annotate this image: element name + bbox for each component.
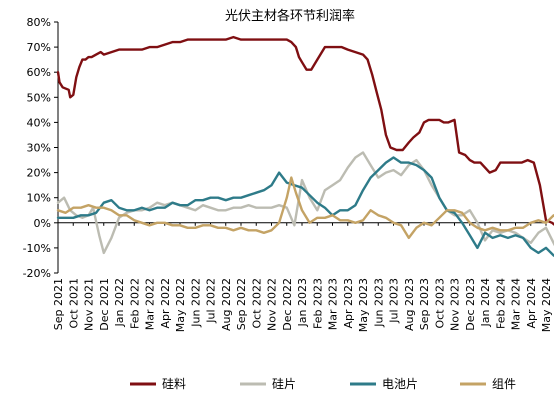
x-tick-label: Oct 2023 [433,278,446,329]
x-tick-label: Nov 2021 [83,278,96,331]
legend-label-2: 电池片 [382,377,418,391]
x-tick-label: Nov 2022 [266,278,279,331]
x-tick-label: May 2022 [174,278,187,332]
y-tick-label: 50% [27,91,51,104]
x-tick-label: Sep 2022 [235,278,248,330]
x-tick-label: Feb 2023 [311,278,324,329]
x-tick-label: Feb 2024 [494,278,507,329]
x-tick-label: Apr 2024 [525,278,538,329]
x-tick-label: Dec 2022 [281,278,294,331]
x-tick-label: Aug 2022 [220,278,233,331]
series-line-1 [56,151,554,255]
x-tick-label: Sep 2023 [418,278,431,330]
y-tick-label: -10% [23,242,51,255]
series-line-0 [56,35,554,226]
axes: -20% -10% 0% 10% 20% 30% 40% 50% 60% 70% 80% Sep 20… [23,16,553,332]
x-tick-label: May 2024 [540,278,553,332]
y-tick-label: 60% [27,66,51,79]
x-tick-label: Sep 2021 [52,278,65,330]
x-tick-label: Jul 2023 [388,278,401,324]
series-layer [56,35,554,258]
x-tick-label: Mar 2022 [144,278,157,330]
y-tick-label: -20% [23,267,51,280]
y-tick-label: 70% [27,41,51,54]
legend-label-0: 硅料 [162,377,186,391]
y-tick-label: 40% [27,116,51,129]
y-tick-label: 10% [27,192,51,205]
x-tick-label: Jun 2022 [189,278,202,328]
x-tick-label: Jan 2024 [479,278,492,327]
x-tick-label: Apr 2023 [342,278,355,329]
x-tick-label: Dec 2023 [464,278,477,331]
y-tick-label: 20% [27,167,51,180]
x-tick-label: Jan 2023 [296,278,309,327]
x-tick-label: Dec 2021 [98,278,111,331]
y-tick-label: 0% [34,217,51,230]
y-tick-label: 30% [27,142,51,155]
series-line-2 [56,156,554,258]
legend-label-1: 硅片 [272,377,296,391]
legend: 硅料 硅片 电池片 组件 [130,377,516,391]
series-line-3 [56,176,554,240]
x-tick-label: Feb 2022 [128,278,141,329]
legend-label-3: 组件 [492,377,516,391]
x-tick-label: Nov 2023 [449,278,462,331]
x-tick-label: Oct 2021 [67,278,80,329]
chart-title: 光伏主材各环节利润率 [225,8,355,24]
x-tick-label: Aug 2023 [403,278,416,331]
x-tick-label: Jun 2023 [372,278,385,328]
x-tick-label: Apr 2022 [159,278,172,329]
x-tick-label: Mar 2023 [327,278,340,330]
x-tick-label: Jul 2022 [205,278,218,324]
y-tick-label: 80% [27,16,51,29]
x-tick-label: Mar 2024 [510,278,523,330]
x-tick-label: May 2023 [357,278,370,332]
x-tick-label: Jan 2022 [113,278,126,327]
x-tick-label: Oct 2022 [250,278,263,329]
